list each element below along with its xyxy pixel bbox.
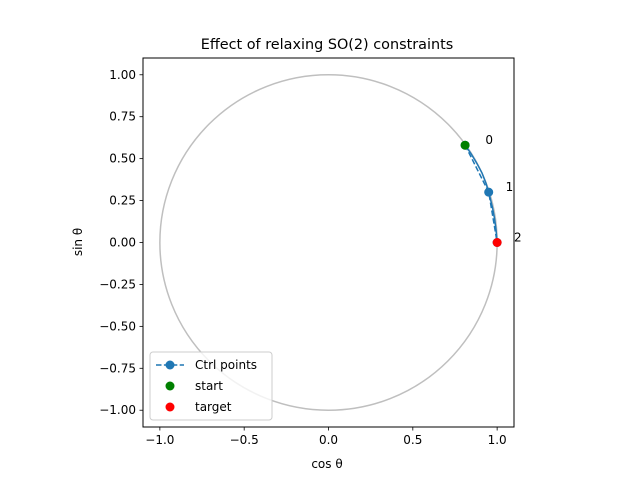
y-tick-label: −0.25 bbox=[99, 277, 136, 291]
x-tick-label: 0.0 bbox=[319, 433, 338, 447]
annotation-1: 1 bbox=[506, 180, 514, 194]
y-axis-ticks: 1.00 0.75 0.50 0.25 0.00 −0.25 −0.50 −0.75 −1.00 bbox=[99, 68, 143, 417]
series-2-point-0 bbox=[492, 238, 502, 247]
y-tick-label: −0.75 bbox=[99, 361, 136, 375]
x-tick-label: −1.0 bbox=[145, 433, 174, 447]
annotation-2: 2 bbox=[514, 230, 522, 244]
legend-target-marker bbox=[165, 402, 175, 412]
series-1-point-0 bbox=[460, 140, 470, 150]
x-tick-label: 1.0 bbox=[488, 433, 507, 447]
y-tick-label: −0.50 bbox=[99, 319, 136, 333]
annotations-layer: 0 1 2 bbox=[485, 133, 521, 244]
x-axis-ticks: −1.0 −0.5 0.0 0.5 1.0 bbox=[145, 427, 507, 447]
legend: Ctrl points start target bbox=[149, 351, 273, 421]
legend-start-marker bbox=[165, 381, 175, 391]
legend-ctrl-points-marker bbox=[165, 360, 175, 370]
y-tick-label: 0.50 bbox=[109, 152, 136, 166]
legend-target-label: target bbox=[195, 400, 232, 414]
y-tick-label: −1.00 bbox=[99, 403, 136, 417]
series-layer bbox=[460, 140, 502, 247]
y-tick-label: 0.75 bbox=[109, 110, 136, 124]
x-tick-label: 0.5 bbox=[403, 433, 422, 447]
legend-start-label: start bbox=[195, 379, 223, 393]
y-tick-label: 0.00 bbox=[109, 236, 136, 250]
x-axis-label: cos θ bbox=[311, 457, 342, 471]
y-tick-label: 1.00 bbox=[109, 68, 136, 82]
legend-box bbox=[149, 351, 273, 421]
series-0-point-1 bbox=[484, 187, 494, 197]
y-tick-label: 0.25 bbox=[109, 194, 136, 208]
chart-title: Effect of relaxing SO(2) constraints bbox=[201, 37, 453, 53]
y-axis-label: sin θ bbox=[71, 228, 85, 256]
legend-ctrl-points-label: Ctrl points bbox=[195, 358, 257, 372]
x-tick-label: −0.5 bbox=[230, 433, 259, 447]
annotation-0: 0 bbox=[485, 133, 493, 147]
